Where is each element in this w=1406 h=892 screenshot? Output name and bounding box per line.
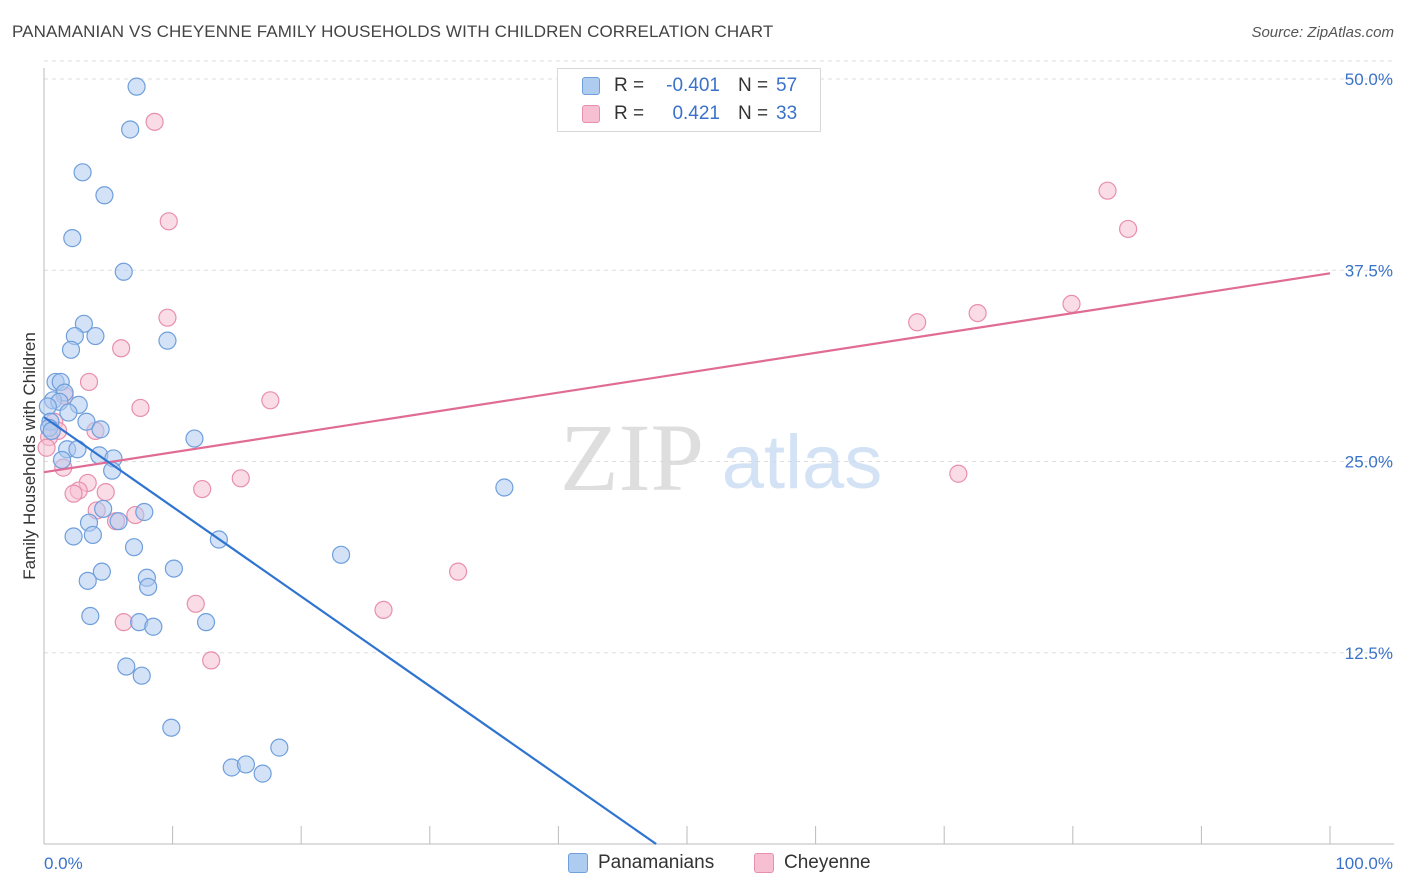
- legend-row-cheyenne: R = 0.421 N = 33: [582, 102, 797, 126]
- cheyenne-point: [202, 651, 221, 670]
- panamanian-point: [253, 764, 272, 783]
- bottom-legend-cheyenne: Cheyenne: [754, 852, 871, 874]
- legend-n-label: N =: [738, 75, 769, 96]
- panamanian-point: [78, 571, 97, 590]
- bottom-legend-swatch-blue: [568, 853, 588, 873]
- legend-r-value: 0.421: [672, 103, 720, 124]
- panamanian-point: [95, 186, 114, 205]
- cheyenne-point: [968, 303, 987, 323]
- legend-r-label: R =: [614, 75, 645, 96]
- stats-legend: R = -0.401 N = 57 R = 0.421 N = 33: [557, 68, 821, 132]
- panamanian-point: [52, 450, 72, 470]
- panamanian-point: [139, 577, 158, 597]
- panamanian-point: [132, 666, 151, 685]
- x-tick-label: 0.0%: [44, 854, 83, 873]
- panamanian-point: [117, 657, 136, 676]
- panamanian-point: [38, 397, 57, 416]
- panamanian-point: [185, 429, 204, 448]
- cheyenne-point: [145, 112, 164, 131]
- legend-row-panamanians: R = -0.401 N = 57: [582, 74, 797, 98]
- y-tick-label: 37.5%: [1345, 261, 1393, 280]
- cheyenne-point: [64, 484, 83, 503]
- bottom-legend-swatch-pink: [754, 853, 774, 873]
- panamanian-point: [63, 229, 82, 248]
- panamanian-point: [236, 755, 256, 774]
- legend-r-value: -0.401: [666, 75, 720, 96]
- cheyenne-point: [158, 308, 177, 327]
- panamanian-point: [124, 538, 144, 557]
- bottom-legend-panamanians: Panamanians: [568, 852, 714, 874]
- watermark: ZIP atlas: [560, 404, 882, 511]
- panamanian-point: [196, 613, 216, 632]
- cheyenne-point: [448, 562, 468, 581]
- panamanian-point: [74, 314, 93, 333]
- chart-title: PANAMANIAN VS CHEYENNE FAMILY HOUSEHOLDS…: [12, 22, 774, 41]
- cheyenne-point: [1118, 219, 1138, 239]
- y-tick-label: 12.5%: [1345, 644, 1393, 663]
- cheyenne-point: [261, 391, 280, 410]
- x-tick-label: 100.0%: [1335, 854, 1393, 873]
- cheyenne-point: [112, 339, 131, 358]
- panamanian-point: [61, 340, 81, 359]
- cheyenne-point: [186, 594, 205, 613]
- panamanian-point: [109, 512, 128, 531]
- panamanian-point: [158, 331, 177, 350]
- cheyenne-trend-line: [43, 272, 1331, 474]
- cheyenne-point: [193, 479, 212, 499]
- panamanian-point: [135, 502, 154, 522]
- cheyenne-point: [908, 313, 927, 332]
- legend-swatch-pink: [582, 105, 600, 123]
- panamanian-point: [144, 617, 163, 636]
- panamanian-point: [73, 163, 92, 182]
- cheyenne-point: [131, 398, 150, 418]
- panamanian-point: [81, 606, 100, 626]
- legend-n-label: N =: [738, 103, 769, 124]
- panamanian-point: [495, 478, 514, 497]
- cheyenne-point: [949, 464, 968, 483]
- bottom-legend-label-panamanians: Panamanians: [598, 852, 715, 873]
- panamanian-point: [77, 412, 96, 431]
- panamanian-point: [121, 120, 140, 139]
- panamanian-point: [164, 559, 183, 578]
- y-tick-label: 50.0%: [1345, 70, 1393, 89]
- panamanian-point: [162, 718, 181, 737]
- cheyenne-point: [1062, 294, 1081, 314]
- panamanian-point: [114, 262, 133, 281]
- cheyenne-point: [159, 212, 178, 231]
- panamanian-point: [86, 326, 105, 346]
- legend-n-value: 33: [776, 103, 798, 124]
- panamanian-point: [91, 420, 110, 439]
- panamanian-point: [94, 499, 113, 519]
- watermark-atlas: atlas: [722, 420, 883, 505]
- cheyenne-point: [96, 483, 115, 502]
- cheyenne-point: [114, 613, 133, 632]
- panamanian-point: [270, 738, 289, 757]
- cheyenne-point: [374, 600, 393, 620]
- panamanian-point: [42, 421, 61, 440]
- series-panamanians: [38, 77, 514, 783]
- watermark-zip: ZIP: [560, 404, 704, 511]
- series-cheyenne: [37, 112, 1138, 670]
- legend-swatch-blue: [582, 77, 600, 95]
- cheyenne-point: [37, 438, 56, 457]
- cheyenne-point: [79, 372, 99, 392]
- panamanian-trend-line: [43, 416, 657, 845]
- legend-r-label: R =: [614, 103, 645, 124]
- panamanian-point: [83, 525, 102, 545]
- y-axis-label: Family Households with Children: [20, 332, 39, 580]
- panamanian-point: [59, 403, 78, 422]
- y-tick-label: 25.0%: [1345, 453, 1393, 472]
- cheyenne-point: [231, 469, 250, 488]
- source-note: Source: ZipAtlas.com: [1251, 24, 1394, 41]
- panamanian-point: [64, 527, 83, 546]
- panamanian-point: [92, 562, 111, 581]
- panamanian-point: [331, 545, 351, 564]
- legend-n-value: 57: [776, 75, 798, 96]
- bottom-legend-label-cheyenne: Cheyenne: [784, 852, 871, 873]
- panamanian-point: [127, 77, 146, 96]
- cheyenne-point: [1098, 181, 1117, 200]
